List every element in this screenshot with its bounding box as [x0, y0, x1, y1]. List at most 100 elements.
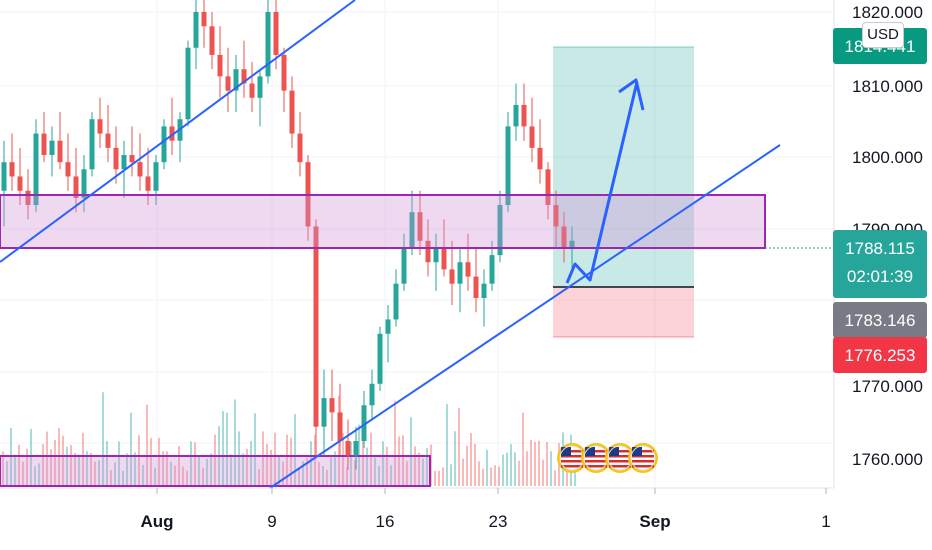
candle	[561, 212, 567, 263]
candle	[73, 147, 79, 213]
volume-bar	[498, 466, 500, 486]
volume-zone-box	[0, 455, 431, 487]
volume-bar	[30, 428, 32, 486]
candle	[65, 133, 71, 191]
price-tag-text: 1783.146	[845, 311, 916, 330]
volume-bar	[458, 408, 460, 486]
candle	[177, 112, 183, 163]
candle	[345, 419, 351, 470]
volume-bar	[46, 431, 48, 486]
volume-bar	[422, 458, 424, 486]
volume-bar	[102, 392, 104, 486]
candle	[281, 47, 287, 113]
volume-bar	[306, 457, 308, 486]
stop-zone[interactable]	[553, 287, 694, 337]
upper-trendline[interactable]	[0, 0, 356, 263]
volume-bar	[190, 441, 192, 486]
candle	[169, 97, 175, 155]
volume-bar	[334, 451, 336, 486]
candle	[225, 47, 231, 113]
volume-bar	[158, 437, 160, 486]
us-flag-icon[interactable]	[605, 443, 635, 473]
volume-bar	[446, 404, 448, 486]
currency-button[interactable]: USD	[862, 22, 904, 48]
price-axis-label: 1820.000	[852, 3, 923, 22]
economic-event-markers[interactable]	[557, 443, 658, 473]
support-resistance-zone[interactable]	[0, 194, 766, 249]
volume-bar	[206, 458, 208, 486]
volume-bar	[26, 448, 28, 486]
candle	[161, 119, 167, 170]
volume-bar	[250, 440, 252, 486]
candle	[1, 140, 7, 227]
projection-arrowhead	[618, 78, 645, 111]
candle	[97, 97, 103, 148]
time-axis[interactable]: Aug 9 16 23 Sep 1	[140, 488, 831, 531]
volume-bar	[370, 432, 372, 486]
candle	[449, 240, 455, 306]
candle	[457, 247, 463, 313]
volume-bar	[302, 460, 304, 486]
us-flag-icon[interactable]	[628, 443, 658, 473]
volume-bar	[162, 451, 164, 486]
lower-trendline[interactable]	[269, 144, 781, 489]
volume-bar	[442, 467, 444, 486]
volume-bar	[518, 460, 520, 486]
volume-bar	[90, 452, 92, 486]
candle	[129, 126, 135, 177]
volume-bar	[354, 459, 356, 486]
candle	[497, 190, 503, 263]
candle	[153, 155, 159, 206]
candle	[513, 83, 519, 141]
volume-bar	[154, 467, 156, 486]
volume-bar	[138, 435, 140, 486]
volume-bar	[126, 453, 128, 486]
volume-bar	[414, 446, 416, 486]
candle	[313, 219, 319, 456]
volume-bar	[526, 451, 528, 486]
projection-path[interactable]	[565, 81, 639, 284]
volume-bar	[462, 458, 464, 486]
volume-bar	[238, 431, 240, 486]
volume-bar	[522, 412, 524, 486]
volume-bar	[546, 442, 548, 486]
candle	[193, 0, 199, 70]
volume-bar	[554, 470, 556, 486]
candle	[385, 305, 391, 363]
price-tag-text: 02:01:39	[847, 267, 913, 286]
time-axis-label: Sep	[639, 512, 670, 531]
time-axis-label: 16	[376, 512, 395, 531]
volume-bar	[258, 468, 260, 486]
candle	[521, 83, 527, 141]
volume-bar	[114, 462, 116, 486]
volume-bar	[62, 435, 64, 486]
candle	[481, 269, 487, 327]
volume-bar	[566, 461, 568, 486]
volume-bar	[542, 459, 544, 486]
volume-bar	[82, 432, 84, 486]
volume-bar	[426, 448, 428, 486]
candle	[137, 133, 143, 191]
volume-bar	[538, 440, 540, 486]
volume-bar	[286, 434, 288, 486]
candle	[329, 369, 335, 441]
candle	[353, 426, 359, 470]
volume-bar	[410, 417, 412, 486]
volume-bar	[70, 444, 72, 486]
volume-bar	[450, 464, 452, 486]
volume-bar	[394, 400, 396, 486]
volume-bar	[474, 443, 476, 486]
candle	[257, 69, 263, 127]
us-flag-icon[interactable]	[581, 443, 611, 473]
volume-bar	[290, 437, 292, 486]
us-flag-icon[interactable]	[557, 443, 587, 473]
volume-bar	[382, 441, 384, 486]
volume-bar	[38, 463, 40, 486]
time-axis-label: 1	[821, 512, 830, 531]
volume-bar	[502, 454, 504, 486]
volume-bar	[298, 467, 300, 486]
candle	[337, 383, 343, 456]
volume-bar	[342, 433, 344, 486]
volume-bar	[550, 451, 552, 486]
